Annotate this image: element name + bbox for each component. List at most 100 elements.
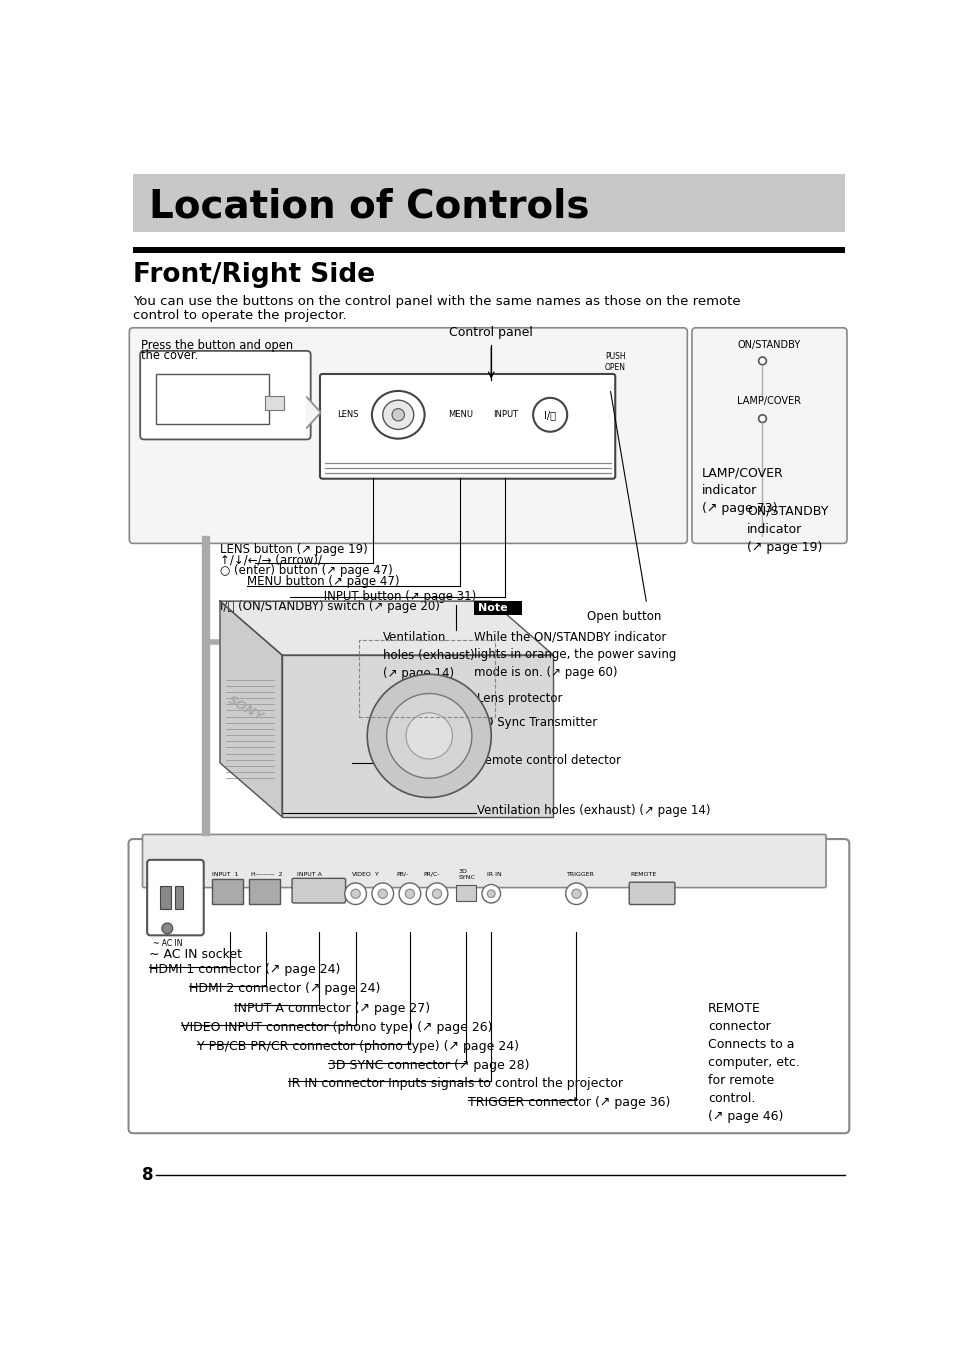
Text: VIDEO: VIDEO bbox=[352, 872, 372, 877]
Bar bbox=[159, 886, 171, 909]
Text: Y: Y bbox=[375, 872, 378, 877]
Circle shape bbox=[481, 884, 500, 903]
Text: IR IN connector Inputs signals to control the projector: IR IN connector Inputs signals to contro… bbox=[288, 1078, 622, 1090]
Circle shape bbox=[398, 883, 420, 904]
Text: PB/-: PB/- bbox=[396, 872, 409, 877]
Text: I/⏻ (ON/STANDBY) switch (↗ page 20): I/⏻ (ON/STANDBY) switch (↗ page 20) bbox=[220, 600, 439, 614]
Text: H———  2: H——— 2 bbox=[251, 872, 282, 877]
Circle shape bbox=[432, 890, 441, 898]
Circle shape bbox=[344, 883, 366, 904]
Circle shape bbox=[351, 890, 360, 898]
FancyBboxPatch shape bbox=[292, 879, 345, 903]
Text: LENS button (↗ page 19): LENS button (↗ page 19) bbox=[220, 542, 367, 556]
FancyBboxPatch shape bbox=[129, 840, 848, 1133]
Text: Front/Right Side: Front/Right Side bbox=[133, 262, 375, 288]
Text: REMOTE: REMOTE bbox=[630, 872, 657, 877]
Bar bbox=[456, 884, 476, 902]
FancyBboxPatch shape bbox=[140, 352, 311, 439]
Circle shape bbox=[533, 397, 567, 431]
Polygon shape bbox=[220, 602, 553, 654]
Bar bbox=[249, 879, 280, 903]
Circle shape bbox=[426, 883, 447, 904]
Text: ↑/↓/←/→ (arrow)/: ↑/↓/←/→ (arrow)/ bbox=[220, 553, 322, 566]
Text: HDMI 2 connector (↗ page 24): HDMI 2 connector (↗ page 24) bbox=[189, 983, 380, 995]
Circle shape bbox=[406, 713, 452, 758]
Text: 8: 8 bbox=[142, 1165, 153, 1184]
Text: You can use the buttons on the control panel with the same names as those on the: You can use the buttons on the control p… bbox=[133, 295, 740, 308]
Text: Open button: Open button bbox=[586, 610, 660, 623]
Circle shape bbox=[162, 923, 172, 934]
Text: control to operate the projector.: control to operate the projector. bbox=[133, 308, 347, 322]
Text: Location of Controls: Location of Controls bbox=[149, 188, 589, 226]
Bar bbox=[156, 375, 269, 425]
Circle shape bbox=[386, 694, 472, 779]
Text: Ventilation holes (exhaust) (↗ page 14): Ventilation holes (exhaust) (↗ page 14) bbox=[476, 804, 710, 817]
FancyBboxPatch shape bbox=[147, 860, 204, 936]
Text: Control panel: Control panel bbox=[449, 326, 533, 338]
Text: Press the button and open: Press the button and open bbox=[141, 339, 293, 353]
Text: LENS: LENS bbox=[336, 410, 358, 419]
Circle shape bbox=[367, 675, 491, 798]
Text: HDMI 1 connector (↗ page 24): HDMI 1 connector (↗ page 24) bbox=[149, 963, 339, 976]
Text: VIDEO INPUT connector (phono type) (↗ page 26): VIDEO INPUT connector (phono type) (↗ pa… bbox=[181, 1021, 493, 1034]
Polygon shape bbox=[307, 397, 320, 427]
Text: MENU button (↗ page 47): MENU button (↗ page 47) bbox=[247, 575, 399, 588]
Text: While the ON/STANDBY indicator
lights in orange, the power saving
mode is on. (↗: While the ON/STANDBY indicator lights in… bbox=[474, 630, 676, 680]
Bar bbox=[265, 396, 284, 410]
Text: TRIGGER connector (↗ page 36): TRIGGER connector (↗ page 36) bbox=[468, 1096, 670, 1109]
Text: Ventilation
holes (exhaust)
(↗ page 14): Ventilation holes (exhaust) (↗ page 14) bbox=[382, 631, 474, 680]
Text: ON/STANDBY: ON/STANDBY bbox=[737, 339, 801, 350]
Text: PR/C-: PR/C- bbox=[422, 872, 439, 877]
Text: ~ AC IN: ~ AC IN bbox=[152, 940, 182, 948]
Text: IR IN: IR IN bbox=[487, 872, 501, 877]
Text: LAMP/COVER
indicator
(↗ page 73): LAMP/COVER indicator (↗ page 73) bbox=[701, 466, 783, 515]
Circle shape bbox=[571, 890, 580, 898]
Text: INPUT A: INPUT A bbox=[297, 872, 322, 877]
Circle shape bbox=[565, 883, 587, 904]
FancyBboxPatch shape bbox=[130, 327, 686, 544]
Text: the cover.: the cover. bbox=[141, 349, 198, 362]
Bar bbox=[474, 602, 521, 615]
Bar bbox=[144, 840, 823, 879]
Text: TRIGGER: TRIGGER bbox=[567, 872, 595, 877]
Polygon shape bbox=[220, 602, 282, 817]
Text: MENU: MENU bbox=[447, 410, 473, 419]
Text: 3D
SYNC: 3D SYNC bbox=[458, 869, 476, 880]
FancyBboxPatch shape bbox=[319, 375, 615, 479]
Text: Remote control detector: Remote control detector bbox=[476, 754, 620, 767]
Text: ○ (enter) button (↗ page 47): ○ (enter) button (↗ page 47) bbox=[220, 564, 393, 577]
Text: Note: Note bbox=[477, 603, 507, 612]
Circle shape bbox=[405, 890, 415, 898]
Polygon shape bbox=[282, 654, 553, 817]
Text: ∼ AC IN socket: ∼ AC IN socket bbox=[149, 948, 241, 961]
Circle shape bbox=[758, 357, 765, 365]
Text: 3D SYNC connector (↗ page 28): 3D SYNC connector (↗ page 28) bbox=[328, 1059, 530, 1072]
Ellipse shape bbox=[382, 400, 414, 430]
Circle shape bbox=[372, 883, 394, 904]
Text: Lens protector: Lens protector bbox=[476, 692, 562, 706]
Text: INPUT  1: INPUT 1 bbox=[212, 872, 238, 877]
Circle shape bbox=[487, 890, 495, 898]
Text: REMOTE
connector
Connects to a
computer, etc.
for remote
control.
(↗ page 46): REMOTE connector Connects to a computer,… bbox=[707, 1002, 800, 1122]
FancyBboxPatch shape bbox=[691, 327, 846, 544]
Text: INPUT A connector (↗ page 27): INPUT A connector (↗ page 27) bbox=[233, 1002, 430, 1014]
Text: LAMP/COVER: LAMP/COVER bbox=[737, 396, 801, 406]
Bar bbox=[359, 639, 495, 717]
Bar bbox=[133, 247, 843, 253]
FancyBboxPatch shape bbox=[142, 834, 825, 887]
Text: I/⏻: I/⏻ bbox=[543, 411, 556, 420]
Bar bbox=[174, 886, 183, 909]
Bar bbox=[212, 879, 243, 903]
Text: SONY: SONY bbox=[225, 694, 266, 725]
Text: PUSH
OPEN: PUSH OPEN bbox=[604, 353, 625, 372]
Circle shape bbox=[377, 890, 387, 898]
FancyBboxPatch shape bbox=[629, 883, 674, 904]
Text: INPUT button (↗ page 31): INPUT button (↗ page 31) bbox=[290, 589, 476, 603]
Circle shape bbox=[392, 408, 404, 420]
Text: INPUT: INPUT bbox=[492, 410, 517, 419]
Bar bbox=[133, 174, 843, 231]
Text: 3D Sync Transmitter: 3D Sync Transmitter bbox=[476, 715, 597, 729]
Text: ON/STANDBY
indicator
(↗ page 19): ON/STANDBY indicator (↗ page 19) bbox=[746, 504, 827, 554]
Text: Y PB/CB PR/CR connector (phono type) (↗ page 24): Y PB/CB PR/CR connector (phono type) (↗ … bbox=[196, 1040, 518, 1053]
Circle shape bbox=[758, 415, 765, 423]
